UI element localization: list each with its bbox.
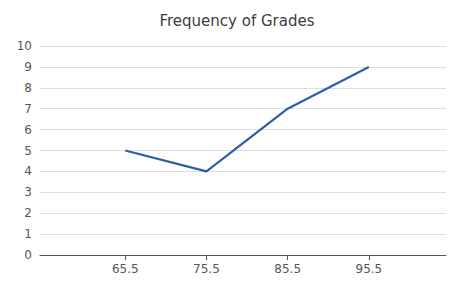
svg-text:0: 0 (24, 248, 32, 262)
svg-text:95.5: 95.5 (356, 262, 383, 276)
svg-text:75.5: 75.5 (193, 262, 220, 276)
svg-text:85.5: 85.5 (274, 262, 301, 276)
svg-text:65.5: 65.5 (112, 262, 139, 276)
svg-text:3: 3 (24, 185, 32, 199)
svg-text:5: 5 (24, 144, 32, 158)
svg-text:10: 10 (17, 39, 32, 53)
svg-text:2: 2 (24, 206, 32, 220)
svg-text:Frequency of Grades: Frequency of Grades (159, 12, 314, 30)
svg-text:6: 6 (24, 123, 32, 137)
svg-text:1: 1 (24, 227, 32, 241)
svg-text:8: 8 (24, 81, 32, 95)
svg-text:4: 4 (24, 164, 32, 178)
svg-text:9: 9 (24, 60, 32, 74)
svg-text:7: 7 (24, 102, 32, 116)
